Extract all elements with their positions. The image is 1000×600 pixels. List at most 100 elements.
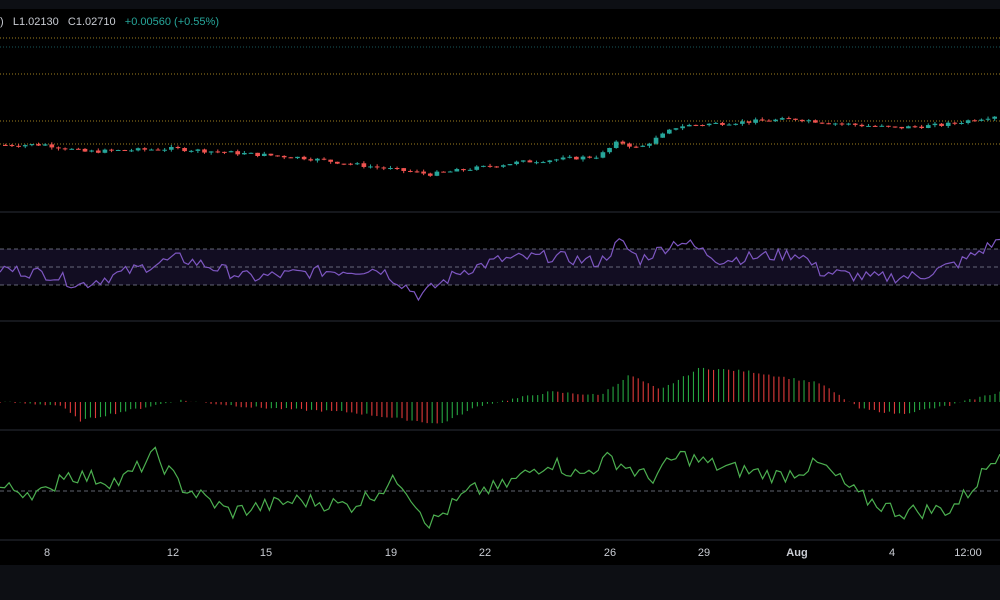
candle-up — [29, 144, 35, 146]
candle-up — [925, 125, 931, 128]
candle-down — [421, 171, 426, 174]
candle-up — [228, 151, 234, 153]
candle-down — [374, 166, 380, 168]
candle-up — [208, 151, 214, 153]
candle-up — [567, 156, 573, 158]
candle-up — [129, 150, 134, 152]
candle-down — [912, 126, 918, 128]
candle-down — [766, 120, 772, 122]
histogram-pane — [0, 367, 1000, 424]
candle-up — [906, 126, 911, 129]
candle-down — [49, 144, 55, 148]
candle-down — [281, 155, 287, 158]
candle-down — [746, 121, 752, 123]
candle-up — [680, 126, 685, 129]
candle-down — [952, 122, 958, 124]
candle-up — [102, 149, 108, 153]
candle-up — [481, 165, 486, 167]
candle-up — [474, 166, 480, 170]
candle-down — [620, 141, 626, 144]
candle-up — [149, 149, 154, 151]
candle-up — [846, 123, 851, 125]
candle-down — [62, 148, 68, 150]
candle-up — [832, 123, 838, 125]
candle-up — [447, 171, 453, 173]
candle-down — [574, 156, 579, 160]
candle-up — [979, 119, 984, 121]
candle-up — [168, 146, 174, 150]
candle-down — [859, 124, 865, 127]
candle-down — [9, 145, 15, 147]
candle-down — [202, 149, 207, 153]
candle-down — [414, 171, 420, 173]
candle-down — [215, 151, 221, 153]
candle-down — [587, 156, 592, 158]
candle-up — [89, 150, 94, 152]
candle-down — [301, 156, 307, 160]
open-fragment: ) — [0, 16, 4, 28]
candle-up — [315, 158, 320, 161]
candle-down — [341, 163, 347, 165]
candle-up — [454, 169, 460, 172]
candle-down — [919, 126, 924, 128]
candle-down — [109, 149, 114, 151]
candle-up — [613, 141, 619, 148]
candle-up — [753, 119, 758, 123]
candle-up — [726, 124, 732, 126]
candle-down — [441, 171, 446, 173]
candle-down — [334, 161, 340, 164]
candle-down — [899, 126, 905, 129]
candle-down — [222, 151, 227, 153]
candle-down — [381, 167, 387, 169]
candle-down — [328, 159, 334, 162]
candle-up — [740, 121, 745, 124]
candle-down — [693, 124, 699, 126]
candle-down — [852, 123, 858, 125]
candle-down — [494, 166, 500, 168]
candle-up — [686, 124, 692, 127]
candle-up — [388, 167, 393, 169]
candle-up — [660, 133, 666, 138]
change-value: +0.00560 (+0.55%) — [124, 16, 219, 28]
candle-up — [434, 171, 440, 176]
candle-down — [461, 169, 466, 171]
candle-up — [547, 160, 553, 163]
candle-down — [348, 163, 353, 165]
candle-down — [76, 148, 81, 150]
candle-down — [2, 145, 8, 146]
candle-down — [819, 122, 825, 124]
candle-up — [115, 150, 121, 152]
candle-down — [813, 120, 818, 123]
candle-up — [600, 152, 606, 158]
candle-down — [826, 123, 832, 125]
candle-up — [733, 123, 739, 125]
candle-down — [759, 119, 765, 121]
candle-down — [633, 146, 639, 148]
candle-up — [520, 160, 526, 162]
candle-up — [985, 118, 991, 120]
candle-down — [268, 153, 274, 156]
candle-up — [673, 128, 679, 130]
candle-down — [799, 119, 805, 122]
candle-up — [647, 143, 652, 146]
candle-up — [773, 119, 778, 122]
pane-separators — [0, 211, 1000, 541]
candle-up — [932, 123, 938, 126]
candle-up — [354, 163, 360, 165]
candle-down — [401, 168, 407, 171]
candle-up — [560, 157, 566, 160]
candle-up — [534, 162, 539, 164]
candle-down — [255, 152, 260, 156]
candle-up — [188, 150, 194, 152]
candle-up — [467, 169, 473, 171]
x-axis-bar — [0, 565, 1000, 600]
candle-down — [786, 118, 792, 120]
candle-down — [793, 118, 798, 120]
candle-down — [394, 167, 400, 169]
candle-up — [806, 120, 812, 122]
candle-up — [653, 137, 659, 144]
candle-down — [408, 170, 413, 172]
candle-down — [16, 145, 21, 147]
candle-down — [939, 123, 944, 126]
